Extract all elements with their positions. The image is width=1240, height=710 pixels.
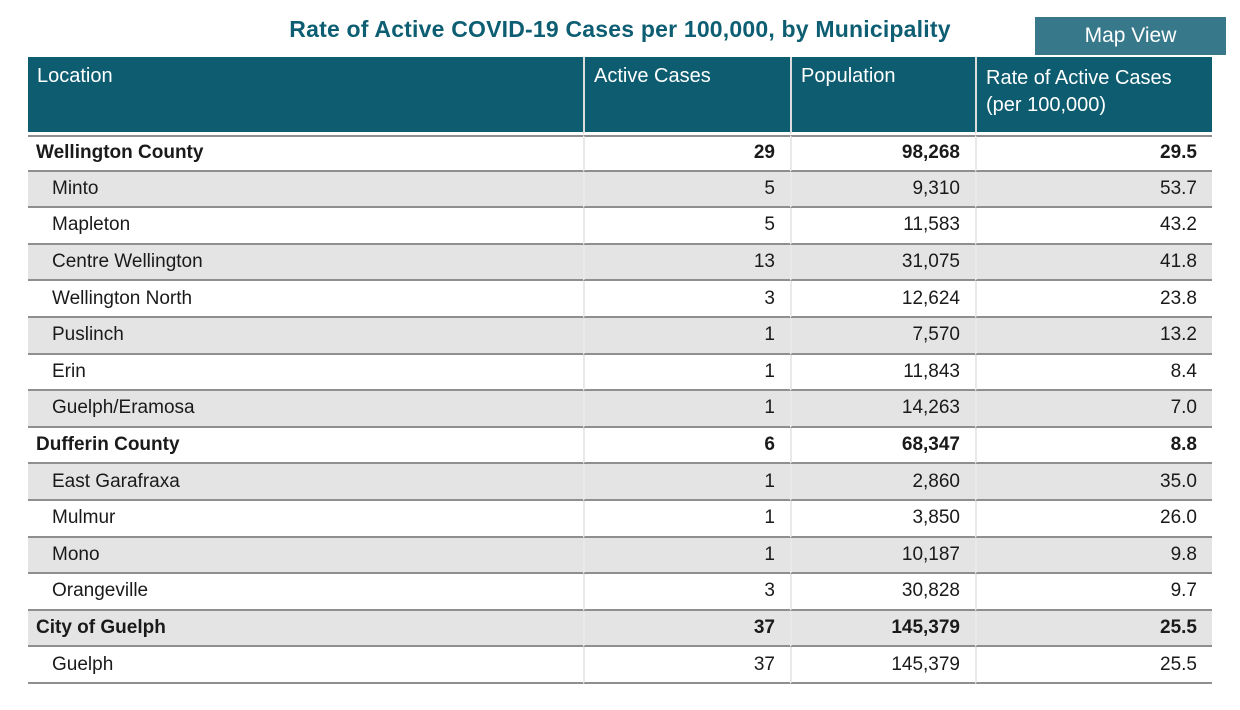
- active-cases-cell: 6: [583, 427, 790, 465]
- location-cell: Mono: [28, 537, 583, 575]
- rate-cell: 25.5: [975, 647, 1212, 684]
- location-cell: Erin: [28, 354, 583, 392]
- table-row-wellington-north: Wellington North 3 12,624 23.8: [28, 281, 1212, 318]
- population-cell: 14,263: [790, 391, 975, 428]
- rate-cell: 26.0: [975, 500, 1212, 538]
- rate-cell: 8.4: [975, 354, 1212, 392]
- column-header-population: Population: [790, 57, 975, 135]
- page-title: Rate of Active COVID-19 Cases per 100,00…: [289, 16, 951, 42]
- table-row-orangeville: Orangeville 3 30,828 9.7: [28, 574, 1212, 611]
- table-row-mapleton: Mapleton 5 11,583 43.2: [28, 208, 1212, 245]
- active-cases-cell: 37: [583, 647, 790, 684]
- table-row-wellington-county: Wellington County 29 98,268 29.5: [28, 135, 1212, 172]
- population-cell: 30,828: [790, 574, 975, 611]
- active-cases-cell: 5: [583, 208, 790, 245]
- active-cases-cell: 1: [583, 537, 790, 575]
- table-row-city-of-guelph: City of Guelph 37 145,379 25.5: [28, 610, 1212, 648]
- table-row-mulmur: Mulmur 1 3,850 26.0: [28, 500, 1212, 538]
- active-cases-cell: 1: [583, 317, 790, 355]
- population-cell: 11,583: [790, 208, 975, 245]
- rate-cell: 43.2: [975, 208, 1212, 245]
- rate-cell: 35.0: [975, 464, 1212, 501]
- rate-cell: 41.8: [975, 244, 1212, 282]
- column-header-rate: Rate of Active Cases (per 100,000): [975, 57, 1212, 135]
- table-row-puslinch: Puslinch 1 7,570 13.2: [28, 317, 1212, 355]
- active-cases-cell: 3: [583, 574, 790, 611]
- map-view-button[interactable]: Map View: [1035, 17, 1226, 55]
- population-cell: 10,187: [790, 537, 975, 575]
- covid-rate-table: Location Active Cases Population Rate of…: [28, 57, 1212, 684]
- location-cell: Mulmur: [28, 500, 583, 538]
- location-cell: Guelph: [28, 647, 583, 684]
- population-cell: 145,379: [790, 647, 975, 684]
- population-cell: 7,570: [790, 317, 975, 355]
- population-cell: 2,860: [790, 464, 975, 501]
- rate-cell: 7.0: [975, 391, 1212, 428]
- table-row-east-garafraxa: East Garafraxa 1 2,860 35.0: [28, 464, 1212, 501]
- location-cell: Wellington North: [28, 281, 583, 318]
- population-cell: 145,379: [790, 610, 975, 648]
- population-cell: 12,624: [790, 281, 975, 318]
- rate-cell: 25.5: [975, 610, 1212, 648]
- location-cell: Guelph/Eramosa: [28, 391, 583, 428]
- rate-cell: 9.8: [975, 537, 1212, 575]
- location-cell: Dufferin County: [28, 427, 583, 465]
- column-header-rate-line1: Rate of Active Cases: [986, 67, 1172, 89]
- rate-cell: 23.8: [975, 281, 1212, 318]
- population-cell: 98,268: [790, 135, 975, 172]
- active-cases-cell: 13: [583, 244, 790, 282]
- rate-cell: 9.7: [975, 574, 1212, 611]
- active-cases-cell: 1: [583, 391, 790, 428]
- active-cases-cell: 3: [583, 281, 790, 318]
- active-cases-cell: 37: [583, 610, 790, 648]
- population-cell: 31,075: [790, 244, 975, 282]
- location-cell: Puslinch: [28, 317, 583, 355]
- table-header-row: Location Active Cases Population Rate of…: [28, 57, 1212, 135]
- column-header-rate-line2: (per 100,000): [986, 94, 1107, 116]
- table-row-erin: Erin 1 11,843 8.4: [28, 354, 1212, 392]
- active-cases-cell: 29: [583, 135, 790, 172]
- location-cell: Orangeville: [28, 574, 583, 611]
- table-row-centre-wellington: Centre Wellington 13 31,075 41.8: [28, 244, 1212, 282]
- location-cell: City of Guelph: [28, 610, 583, 648]
- rate-cell: 29.5: [975, 135, 1212, 172]
- location-cell: Mapleton: [28, 208, 583, 245]
- table-row-guelph: Guelph 37 145,379 25.5: [28, 647, 1212, 684]
- table-row-dufferin-county: Dufferin County 6 68,347 8.8: [28, 427, 1212, 465]
- location-cell: Wellington County: [28, 135, 583, 172]
- column-header-location: Location: [28, 57, 583, 135]
- location-cell: East Garafraxa: [28, 464, 583, 501]
- table-row-guelph-eramosa: Guelph/Eramosa 1 14,263 7.0: [28, 391, 1212, 428]
- rate-cell: 53.7: [975, 171, 1212, 209]
- population-cell: 11,843: [790, 354, 975, 392]
- table-row-minto: Minto 5 9,310 53.7: [28, 171, 1212, 209]
- active-cases-cell: 1: [583, 464, 790, 501]
- location-cell: Centre Wellington: [28, 244, 583, 282]
- column-header-active-cases: Active Cases: [583, 57, 790, 135]
- active-cases-cell: 5: [583, 171, 790, 209]
- rate-cell: 13.2: [975, 317, 1212, 355]
- population-cell: 3,850: [790, 500, 975, 538]
- population-cell: 68,347: [790, 427, 975, 465]
- location-cell: Minto: [28, 171, 583, 209]
- population-cell: 9,310: [790, 171, 975, 209]
- active-cases-cell: 1: [583, 354, 790, 392]
- rate-cell: 8.8: [975, 427, 1212, 465]
- table-row-mono: Mono 1 10,187 9.8: [28, 537, 1212, 575]
- active-cases-cell: 1: [583, 500, 790, 538]
- top-bar: Rate of Active COVID-19 Cases per 100,00…: [0, 0, 1240, 57]
